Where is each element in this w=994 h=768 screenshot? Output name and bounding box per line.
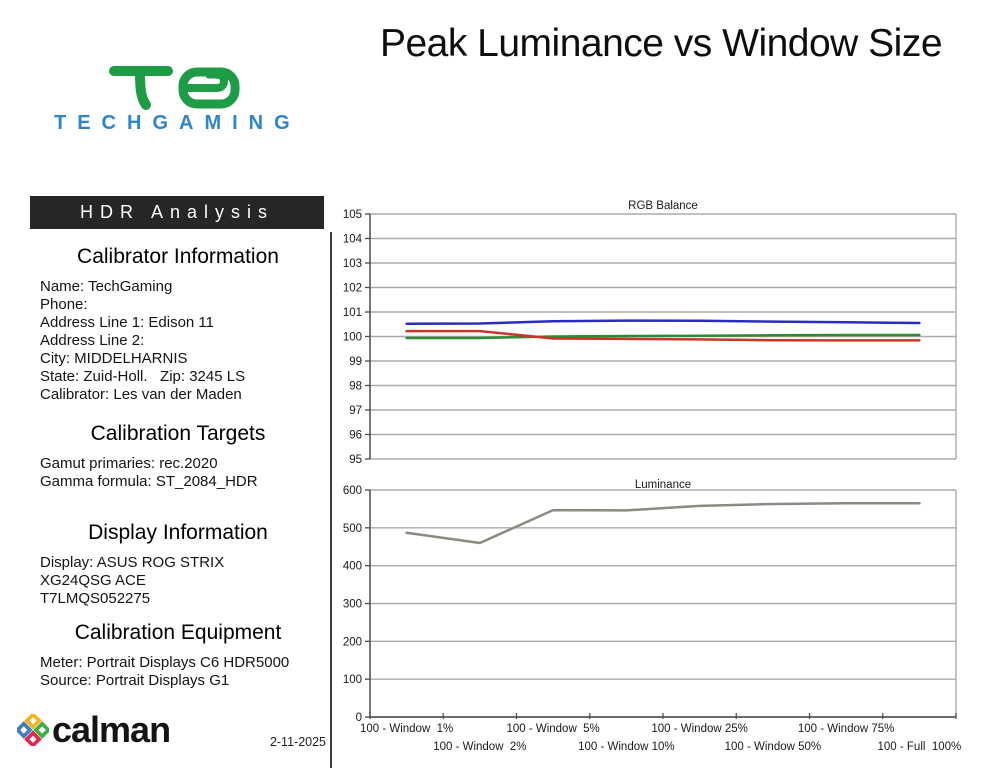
techgaming-wordmark: TECHGAMING [54,112,301,134]
info-line: State: Zuid-Holl. Zip: 3245 LS [40,368,246,385]
luminance-chart: 0 100 200 300 400 500 600 100 - Window 1% 100 - … [343,479,962,753]
y-tick-label: 400 [343,561,362,573]
calman-diamond-icon [17,714,49,746]
info-line: Meter: Portrait Displays C6 HDR5000 [40,654,290,671]
info-section: Calibration Equipment Meter: Portrait Dis… [30,620,326,690]
x-category-label: 100 - Window 2% [433,741,526,753]
x-category-label: 100 - Window 10% [578,741,675,753]
x-category-label: 100 - Window 25% [651,723,748,735]
y-tick-label: 103 [343,258,362,270]
chart-title: Luminance [635,479,691,491]
y-tick-label: 95 [349,454,362,466]
series-line-luminance [405,501,921,545]
info-section: Calibrator Information Name: TechGaming Ph… [30,244,326,404]
info-line: Calibrator: Les van der Maden [40,386,242,403]
x-category-label: 100 - Full 100% [878,741,962,753]
y-tick-label: 96 [349,430,362,442]
info-line: City: MIDDELHARNIS [40,350,188,367]
hdr-analysis-header: HDR Analysis [30,196,324,229]
info-line: XG24QSG ACE [40,572,146,589]
y-tick-label: 100 [343,674,362,686]
y-tick-label: 105 [343,209,362,221]
info-line: Source: Portrait Displays G1 [40,672,230,689]
info-line: Gamut primaries: rec.2020 [40,455,218,472]
info-line: Phone: [40,296,88,313]
y-tick-label: 100 [343,332,362,344]
techgaming-monogram-icon [109,66,240,110]
series-line-blue [405,319,921,326]
vertical-divider [330,232,332,768]
section-heading: Calibration Equipment [74,621,282,644]
y-tick-label: 104 [343,234,363,246]
x-category-label: 100 - Window 5% [506,723,599,735]
x-category-label: 100 - Window 1% [360,723,453,735]
series-line-green [405,333,921,340]
y-tick-label: 600 [343,485,362,497]
info-line: Display: ASUS ROG STRIX [40,554,225,571]
section-heading: Display Information [88,521,268,544]
x-category-label: 100 - Window 75% [798,723,895,735]
y-tick-label: 98 [349,381,362,393]
section-heading: Calibrator Information [77,245,279,268]
info-line: Address Line 2: [40,332,145,349]
info-panel: Calibrator Information Name: TechGaming Ph… [30,229,326,690]
chart-title: RGB Balance [628,200,698,212]
info-section: Display Information Display: ASUS ROG STR… [30,520,326,608]
y-tick-label: 300 [343,599,362,611]
y-tick-label: 200 [343,636,362,648]
info-section: Calibration Targets Gamut primaries: rec.… [30,421,326,491]
info-line: Name: TechGaming [40,278,173,295]
y-tick-label: 99 [349,356,362,368]
page-title: Peak Luminance vs Window Size [379,22,943,65]
y-tick-label: 0 [356,712,362,724]
y-tick-label: 500 [343,523,362,535]
info-line: Address Line 1: Edison 11 [40,314,215,331]
y-tick-label: 101 [343,307,362,319]
section-heading: Calibration Targets [90,422,266,445]
report-date: 2-11-2025 [269,735,326,749]
x-category-label: 100 - Window 50% [725,741,822,753]
info-line: T7LMQS052275 [40,590,151,607]
y-tick-label: 97 [349,405,362,417]
series-line-red [405,329,921,342]
y-tick-label: 102 [343,283,362,295]
info-line: Gamma formula: ST_2084_HDR [40,473,258,490]
rgb-balance-chart: 95 96 97 98 99 100 101 102 103 104 105 RGB Balance [343,200,957,466]
calman-wordmark: calman [52,709,171,750]
